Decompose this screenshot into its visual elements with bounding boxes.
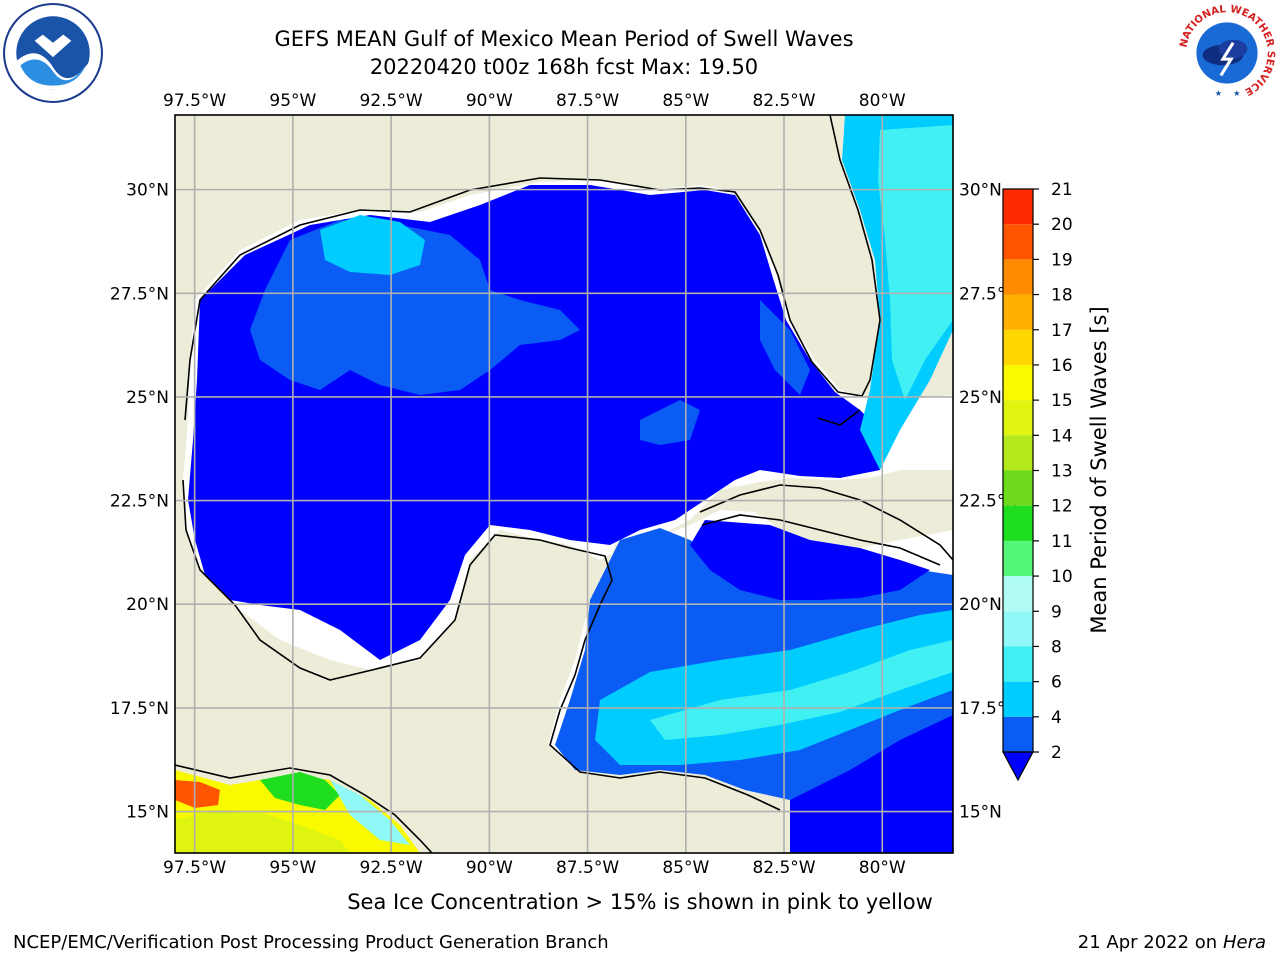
period-2-4-northern-shelf — [250, 220, 580, 395]
period-2-4-florida-shelf — [760, 300, 810, 395]
x-tick-label-top: 95°W — [269, 91, 316, 111]
colorbar-tick-label: 21 — [1051, 180, 1073, 200]
chart-subtitle: 20220420 t00z 168h fcst Max: 19.50 — [369, 55, 759, 79]
svg-text:★: ★ — [1233, 88, 1240, 98]
x-tick-label-top: 97.5°W — [163, 91, 226, 111]
period-8-9-pacific — [330, 780, 410, 845]
colorbar-segment — [1003, 716, 1033, 752]
colorbar: 2 4 6 8 9 10 11 12 13 14 15 16 17 18 19 20 21 — [1001, 180, 1073, 782]
x-tick-label-bottom: 95°W — [269, 858, 316, 878]
x-tick-label-bottom: 80°W — [859, 858, 906, 878]
y-tick-label-right: 30°N — [959, 181, 1002, 201]
colorbar-segment — [1003, 646, 1033, 682]
y-tick-label-right: 15°N — [959, 803, 1002, 823]
colorbar-segment — [1003, 540, 1033, 577]
x-tick-label-top: 80°W — [859, 91, 906, 111]
period-under-2-caribbean — [690, 520, 930, 600]
national-weather-service-logo-icon: NATIONAL WEATHER SERVICE ★ ★ — [1178, 4, 1276, 102]
x-tick-label-top: 90°W — [466, 91, 513, 111]
x-tick-label-bottom: 82.5°W — [752, 858, 815, 878]
colorbar-segment — [1003, 470, 1033, 506]
x-tick-label-bottom: 92.5°W — [360, 858, 423, 878]
colorbar-segment — [1003, 364, 1033, 401]
y-tick-label-left: 22.5°N — [110, 492, 169, 512]
colorbar-segment — [1003, 259, 1033, 295]
footer-host: Hera — [1222, 932, 1266, 953]
x-tick-label-bottom: 85°W — [662, 858, 709, 878]
colorbar-tick-label: 14 — [1051, 426, 1073, 446]
land-central-america — [175, 650, 560, 853]
x-tick-label-top: 87.5°W — [556, 91, 619, 111]
colorbar-segment — [1003, 681, 1033, 717]
y-tick-label-right: 25°N — [959, 388, 1002, 408]
y-tick-label-left: 30°N — [126, 181, 169, 201]
y-tick-label-left: 20°N — [126, 595, 169, 615]
colorbar-segment — [1003, 189, 1033, 225]
sea-ice-annotation: Sea Ice Concentration > 15% is shown in … — [347, 890, 933, 914]
period-13-14-pacific — [175, 810, 350, 853]
colorbar-tick-label: 18 — [1051, 286, 1073, 306]
x-tick-label-top: 82.5°W — [752, 91, 815, 111]
colorbar-segment — [1003, 224, 1033, 260]
x-tick-label-bottom: 90°W — [466, 858, 513, 878]
period-4-6-louisiana-shelf — [320, 215, 425, 275]
colorbar-segment — [1003, 576, 1033, 612]
tick-labels: 97.5°W 97.5°W 95°W 95°W 92.5°W 92.5°W 90°W 90°W… — [110, 91, 1018, 878]
colorbar-tick-label: 20 — [1051, 215, 1073, 235]
period-17-19-pacific — [175, 780, 220, 808]
colorbar-tick-label: 4 — [1051, 708, 1062, 728]
colorbar-label: Mean Period of Swell Waves [s] — [1087, 306, 1111, 633]
colorbar-tick-label: 15 — [1051, 391, 1073, 411]
period-9-11-pacific — [260, 772, 340, 810]
colorbar-tick-label: 16 — [1051, 356, 1073, 376]
x-tick-label-top: 92.5°W — [360, 91, 423, 111]
period-under-2-caribbean-south — [790, 715, 953, 853]
x-tick-label-top: 85°W — [662, 91, 709, 111]
footer-date-text: 21 Apr 2022 on — [1077, 932, 1223, 953]
colorbar-segment — [1003, 400, 1033, 436]
chart-title: GEFS MEAN Gulf of Mexico Mean Period of … — [274, 27, 854, 51]
noaa-logo-icon — [3, 3, 103, 103]
x-tick-label-bottom: 97.5°W — [163, 858, 226, 878]
colorbar-segment — [1003, 329, 1033, 365]
svg-text:★: ★ — [1215, 88, 1222, 98]
footer-date: 21 Apr 2022 on Hera — [1078, 932, 1266, 953]
colorbar-tick-label: 10 — [1051, 567, 1073, 587]
colorbar-tick-label: 13 — [1051, 462, 1073, 482]
colorbar-tick-label: 12 — [1051, 497, 1073, 517]
y-tick-label-left: 17.5°N — [110, 699, 169, 719]
period-6-8-caribbean-band — [650, 640, 953, 740]
x-tick-label-bottom: 87.5°W — [556, 858, 619, 878]
colorbar-under-arrow — [1001, 751, 1035, 782]
plot-frame — [174, 114, 954, 854]
y-tick-label-left: 25°N — [126, 388, 169, 408]
colorbar-tick-label: 2 — [1051, 743, 1062, 763]
grid-lines — [175, 115, 953, 853]
y-tick-label-left: 27.5°N — [110, 284, 169, 304]
plot-area — [175, 115, 953, 853]
colorbar-tick-label: 6 — [1051, 673, 1062, 693]
colorbar-tick-label: 17 — [1051, 321, 1073, 341]
y-tick-label-left: 15°N — [126, 803, 169, 823]
colorbar-segment — [1003, 611, 1033, 647]
colorbar-tick-label: 11 — [1051, 532, 1073, 552]
colorbar-segment — [1003, 505, 1033, 541]
period-6-8-atlantic — [878, 125, 953, 400]
period-2-4-central-patch — [640, 400, 700, 445]
colorbar-tick-label: 19 — [1051, 250, 1073, 270]
colorbar-tick-label: 8 — [1051, 637, 1062, 657]
colorbar-segment — [1003, 435, 1033, 471]
colorbar-segment — [1003, 294, 1033, 330]
y-tick-label-right: 20°N — [959, 595, 1002, 615]
colorbar-tick-label: 9 — [1051, 602, 1062, 622]
coastlines — [175, 115, 953, 853]
footer-credit: NCEP/EMC/Verification Post Processing Pr… — [13, 932, 609, 953]
